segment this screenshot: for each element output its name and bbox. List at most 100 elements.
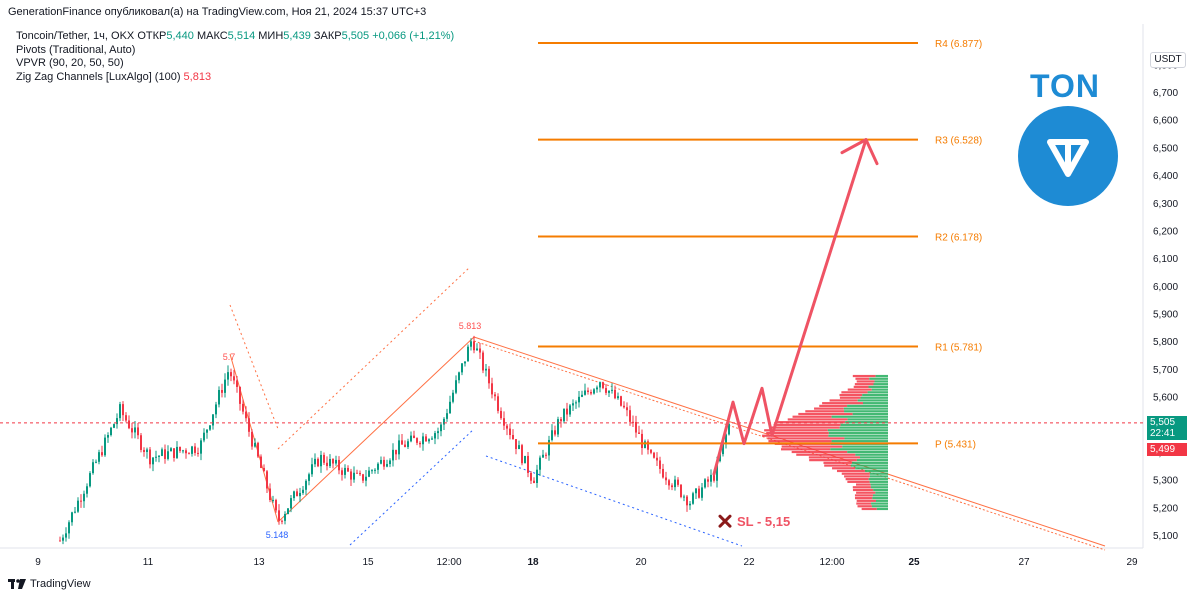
candle-body xyxy=(503,418,505,426)
candle-body xyxy=(686,496,688,506)
candle-body xyxy=(293,491,295,499)
vpvr-bar-sell xyxy=(856,380,875,383)
candle-body xyxy=(332,458,334,464)
vpvr-bar-sell xyxy=(809,459,857,462)
candle-body xyxy=(578,396,580,403)
ton-logo-text: TON xyxy=(1030,68,1100,104)
currency-selector[interactable]: USDT xyxy=(1150,52,1186,68)
candle-body xyxy=(566,408,568,415)
indicator-vpvr[interactable]: VPVR (90, 20, 50, 50) xyxy=(16,57,454,71)
symbol-label: Toncoin/Tether, 1ч, OKX xyxy=(16,30,135,42)
vpvr-bar-buy xyxy=(860,396,888,399)
vpvr-bar-buy xyxy=(830,448,888,451)
vpvr-bar-sell xyxy=(852,486,871,489)
candle-body xyxy=(209,425,211,430)
candle-body xyxy=(518,445,520,450)
candle-body xyxy=(191,446,193,454)
vpvr-bar-buy xyxy=(872,497,888,500)
candle-body xyxy=(488,368,490,384)
pivot-label: R4 (6.877) xyxy=(935,39,982,50)
zigzag-label: 5.148 xyxy=(266,530,289,540)
candle-body xyxy=(311,464,313,475)
vpvr-bar-buy xyxy=(864,469,888,473)
candle-body xyxy=(59,540,61,542)
indicator-vpvr-label: VPVR (90, 20, 50, 50) xyxy=(16,57,124,69)
candle-body xyxy=(203,432,205,441)
zigzag-channel-lower-3 xyxy=(485,455,743,547)
candle-body xyxy=(212,414,214,426)
candle-body xyxy=(137,427,139,436)
vpvr-bar-buy xyxy=(857,399,888,402)
candle-body xyxy=(173,448,175,458)
candle-body xyxy=(287,508,289,514)
x-tick-label: 15 xyxy=(362,557,374,568)
candle-body xyxy=(389,460,391,465)
vpvr-bar-sell xyxy=(823,461,852,464)
chart-area[interactable]: 5,1005,2005,3005,4005,5005,6005,7005,800… xyxy=(0,24,1200,599)
candle-body xyxy=(659,460,661,469)
y-tick-label: 5,600 xyxy=(1153,393,1178,404)
candle-body xyxy=(185,450,187,454)
vpvr-bar-sell xyxy=(829,399,858,402)
candle-body xyxy=(227,372,229,380)
candle-body xyxy=(197,452,199,454)
candle-body xyxy=(380,459,382,464)
y-tick-label: 6,100 xyxy=(1153,254,1178,265)
vpvr-bar-sell xyxy=(776,421,846,424)
x-tick-label: 12:00 xyxy=(436,557,461,568)
tradingview-label: TradingView xyxy=(30,578,91,590)
candle-body xyxy=(641,433,643,449)
vpvr-bar-sell xyxy=(854,494,873,497)
candle-body xyxy=(485,368,487,371)
candle-body xyxy=(527,455,529,473)
vpvr-bar-buy xyxy=(876,507,888,511)
candle-body xyxy=(158,455,160,457)
vpvr-bar-sell xyxy=(791,450,848,454)
candle-body xyxy=(584,390,586,395)
candle-body xyxy=(692,493,694,504)
candle-body xyxy=(635,421,637,433)
candle-body xyxy=(458,372,460,381)
candle-body xyxy=(278,510,280,521)
candle-body xyxy=(206,429,208,433)
close-value: 5,505 xyxy=(341,30,370,42)
candle-body xyxy=(308,474,310,481)
y-tick-label: 6,700 xyxy=(1153,88,1178,99)
vpvr-bar-buy xyxy=(855,453,888,456)
price-chart[interactable]: 5,1005,2005,3005,4005,5005,6005,7005,800… xyxy=(0,24,1200,599)
y-tick-label: 6,300 xyxy=(1153,199,1178,210)
candle-body xyxy=(710,474,712,482)
vpvr-bar-sell xyxy=(781,448,831,451)
candle-body xyxy=(104,437,106,456)
candle-body xyxy=(677,479,679,485)
candle-body xyxy=(92,462,94,474)
vpvr-bar-sell xyxy=(792,415,832,418)
vpvr-bar-sell xyxy=(781,445,843,448)
candle-body xyxy=(260,456,262,468)
candle-body xyxy=(410,435,412,442)
vpvr-bar-buy xyxy=(868,385,888,388)
vpvr-bar-sell xyxy=(805,410,845,413)
candle-body xyxy=(215,404,217,415)
tradingview-logo[interactable]: TradingView xyxy=(8,578,91,590)
candle-body xyxy=(452,392,454,402)
candle-body xyxy=(224,379,226,393)
vpvr-bar-sell xyxy=(847,480,870,483)
candle-body xyxy=(725,434,727,443)
vpvr-bar-buy xyxy=(831,415,888,418)
candle-body xyxy=(437,431,439,434)
vpvr-bar-buy xyxy=(875,491,888,494)
indicator-zigzag[interactable]: Zig Zag Channels [LuxAlgo] (100) 5,813 xyxy=(16,71,454,85)
indicator-pivots[interactable]: Pivots (Traditional, Auto) xyxy=(16,44,454,58)
x-tick-label: 22 xyxy=(743,557,755,568)
indicator-zigzag-label: Zig Zag Channels [LuxAlgo] (100) xyxy=(16,70,181,83)
vpvr-bar-buy xyxy=(844,437,888,440)
vpvr-bar-buy xyxy=(862,393,888,397)
candle-body xyxy=(368,470,370,477)
candle-body xyxy=(125,415,127,421)
stop-loss-label: SL - 5,15 xyxy=(737,514,790,529)
vpvr-bar-buy xyxy=(850,464,888,467)
candle-body xyxy=(683,496,685,498)
zigzag-channel-lower-2 xyxy=(349,428,475,546)
vpvr-bar-buy xyxy=(855,467,888,470)
